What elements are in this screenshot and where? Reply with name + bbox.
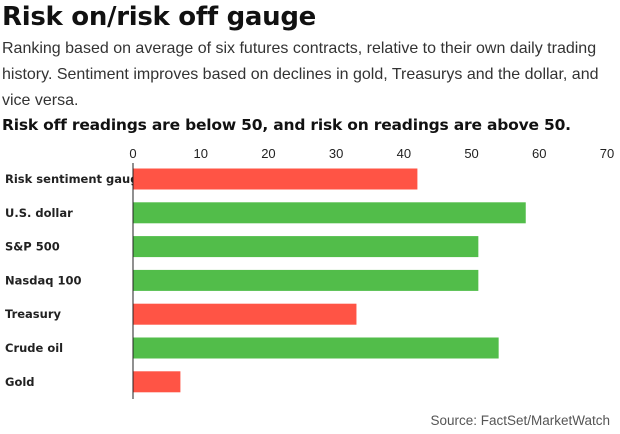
x-tick-label: 10 [193,146,207,161]
x-tick-label: 50 [464,146,478,161]
x-tick-label: 60 [532,146,546,161]
category-label: Nasdaq 100 [5,273,81,287]
x-tick-label: 0 [129,146,136,161]
chart-subtitle: Ranking based on average of six futures … [2,40,599,109]
category-label: Risk sentiment gauge [5,172,146,186]
category-label: U.S. dollar [5,206,73,220]
source-credit: Source: FactSet/MarketWatch [430,413,610,428]
chart-note: Risk off readings are below 50, and risk… [2,116,571,134]
bar [133,168,418,190]
category-label: Gold [5,375,35,389]
category-label: Treasury [5,307,62,321]
bar [133,269,479,291]
bar [133,236,479,258]
bar [133,202,526,224]
x-tick-label: 70 [600,146,614,161]
category-label: Crude oil [5,341,63,355]
bar [133,371,181,393]
bar [133,303,357,325]
chart-title: Risk on/risk off gauge [2,2,317,32]
x-tick-label: 40 [397,146,411,161]
x-tick-label: 20 [261,146,275,161]
x-tick-label: 30 [329,146,343,161]
category-label: S&P 500 [5,240,60,254]
bar [133,337,499,359]
